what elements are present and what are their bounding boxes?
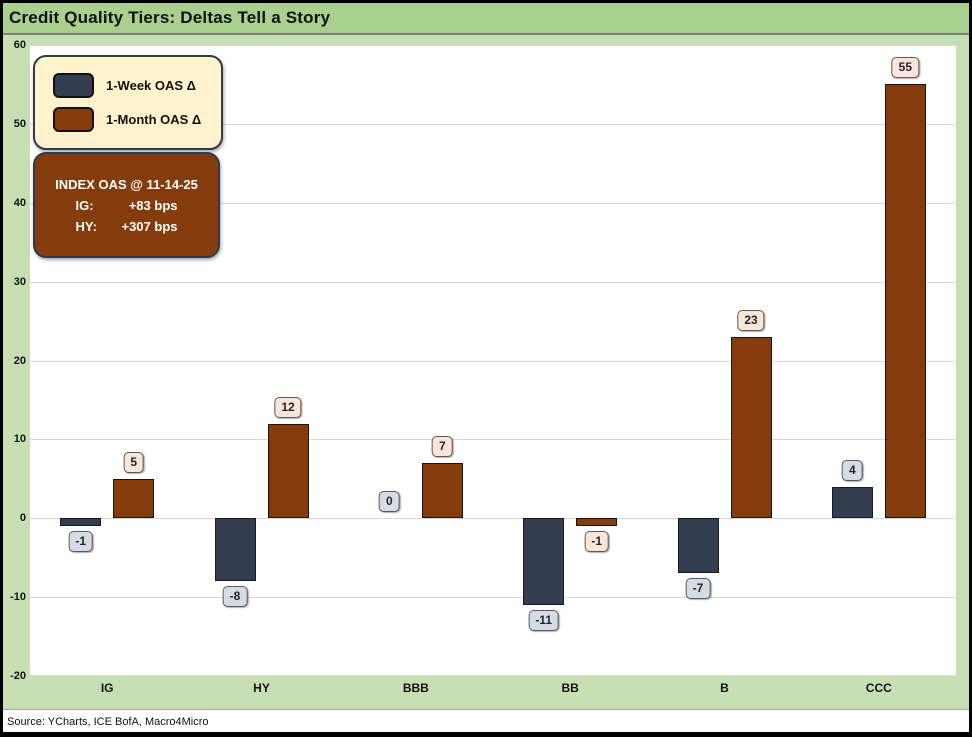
- callout-title: INDEX OAS @ 11-14-25: [55, 176, 198, 192]
- month-series-swatch: [53, 107, 94, 132]
- index-oas-callout: INDEX OAS @ 11-14-25 IG: +83 bps HY: +30…: [33, 152, 220, 258]
- ytick-label: 30: [13, 275, 26, 288]
- category-label-ccc: CCC: [865, 681, 892, 695]
- x-axis-category-labels: IG HY BBB BB B CCC: [30, 681, 956, 695]
- week-bar-ccc: [831, 486, 873, 519]
- month-bar-ccc: [884, 84, 926, 519]
- week-bar-hy: [214, 518, 256, 582]
- week-value-label-ig: -1: [68, 531, 93, 553]
- ytick-label: 10: [13, 433, 26, 446]
- week-series-swatch: [53, 73, 94, 98]
- legend-entry-month: 1-Month OAS Δ: [53, 107, 221, 132]
- month-bar-bb: [576, 518, 618, 527]
- category-label-ig: IG: [100, 681, 114, 695]
- month-bar-ig: [113, 478, 155, 519]
- month-value-label-hy: 12: [274, 396, 302, 418]
- gridline-y50: [30, 123, 956, 125]
- week-value-label-bb: -11: [528, 610, 559, 631]
- gridline-y40: [30, 202, 956, 204]
- callout-ig-label: IG:: [75, 197, 94, 213]
- month-bar-hy: [267, 423, 309, 519]
- gridline-y60: [30, 45, 956, 46]
- week-value-label-hy: -8: [222, 586, 248, 608]
- month-value-label-ig: 5: [123, 451, 144, 473]
- gridline-y-20: [30, 675, 956, 676]
- legend-box: 1-Week OAS Δ 1-Month OAS Δ: [33, 55, 223, 150]
- callout-hy-row: HY: +307 bps: [76, 219, 178, 234]
- gridline-y10: [30, 439, 956, 441]
- source-strip: Source: YCharts, ICE BofA, Macro4Micro: [3, 709, 969, 732]
- week-bar-ig: [60, 518, 102, 527]
- week-value-label-ccc: 4: [841, 459, 863, 481]
- ytick-label: -10: [10, 591, 26, 604]
- ytick-label: 0: [19, 512, 26, 525]
- legend-week-label: 1-Week OAS Δ: [106, 78, 197, 93]
- month-value-label-bb: -1: [584, 531, 609, 553]
- chart-title: Credit Quality Tiers: Deltas Tell a Stor…: [9, 8, 331, 27]
- callout-ig-value: +83 bps: [128, 197, 178, 213]
- gridline-y0: [30, 518, 956, 520]
- ytick-label: 50: [13, 117, 26, 130]
- category-label-bbb: BBB: [402, 681, 429, 695]
- ytick-label: -20: [10, 670, 26, 682]
- month-value-label-ccc: 55: [891, 57, 920, 79]
- plot-area: -1 5 -8 12 0 7 -11 -1 -7 23 4 55: [30, 45, 956, 676]
- week-bar-b: [677, 518, 719, 574]
- legend-month-label: 1-Month OAS Δ: [106, 112, 202, 127]
- ytick-label: 40: [13, 196, 26, 209]
- source-text: Source: YCharts, ICE BofA, Macro4Micro: [7, 715, 209, 728]
- gridline-y20: [30, 360, 956, 362]
- month-bar-bbb: [421, 463, 463, 519]
- title-band: Credit Quality Tiers: Deltas Tell a Stor…: [3, 3, 969, 35]
- ytick-label: 60: [13, 39, 26, 51]
- callout-hy-value: +307 bps: [121, 218, 178, 234]
- category-label-bb: BB: [561, 681, 579, 695]
- week-bar-bb: [523, 518, 565, 605]
- gridline-y-10: [30, 597, 956, 599]
- callout-ig-row: IG: +83 bps: [76, 198, 178, 213]
- month-value-label-bbb: 7: [431, 436, 453, 458]
- week-value-label-b: -7: [685, 578, 711, 600]
- category-label-b: B: [720, 681, 729, 695]
- legend-entry-week: 1-Week OAS Δ: [53, 73, 221, 98]
- ytick-label: 20: [13, 354, 26, 367]
- week-value-label-bbb: 0: [378, 491, 400, 513]
- category-label-hy: HY: [253, 681, 270, 695]
- month-value-label-b: 23: [737, 309, 765, 331]
- gridline-y30: [30, 281, 956, 283]
- callout-hy-label: HY:: [75, 218, 97, 234]
- month-bar-b: [730, 336, 772, 519]
